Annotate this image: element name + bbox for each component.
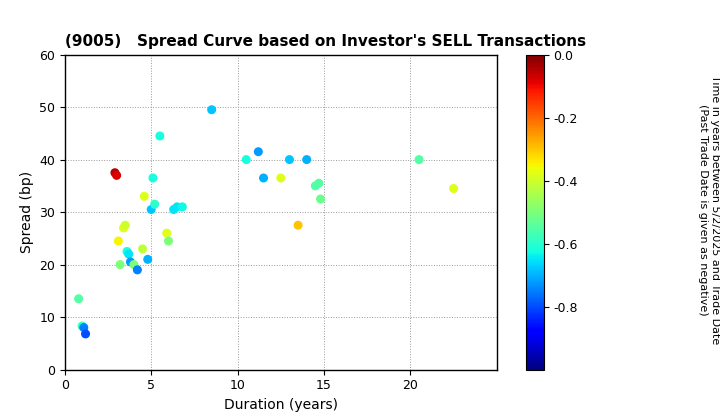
Point — [78, 324, 89, 331]
Point — [275, 175, 287, 181]
Point — [149, 201, 161, 207]
Point — [80, 331, 91, 337]
Point — [310, 182, 321, 189]
Point — [161, 230, 173, 236]
Point — [253, 148, 264, 155]
Point — [240, 156, 252, 163]
Point — [171, 203, 183, 210]
Point — [448, 185, 459, 192]
Point — [168, 206, 179, 213]
X-axis label: Duration (years): Duration (years) — [224, 398, 338, 412]
Point — [147, 175, 158, 181]
Point — [111, 172, 122, 179]
Text: Time in years between 5/2/2025 and Trade Date
(Past Trade Date is given as negat: Time in years between 5/2/2025 and Trade… — [698, 75, 720, 345]
Y-axis label: Spread (bp): Spread (bp) — [19, 171, 34, 253]
Point — [76, 323, 88, 329]
Point — [206, 106, 217, 113]
Point — [128, 261, 140, 268]
Point — [125, 259, 136, 265]
Text: (9005)   Spread Curve based on Investor's SELL Transactions: (9005) Spread Curve based on Investor's … — [65, 34, 586, 49]
Point — [258, 175, 269, 181]
Point — [145, 206, 157, 213]
Point — [284, 156, 295, 163]
Point — [109, 169, 121, 176]
Point — [138, 193, 150, 199]
Point — [114, 261, 126, 268]
Point — [413, 156, 425, 163]
Point — [142, 256, 153, 263]
Point — [315, 196, 326, 202]
Point — [120, 222, 131, 228]
Point — [163, 238, 174, 244]
Point — [292, 222, 304, 228]
Point — [132, 266, 143, 273]
Point — [118, 224, 130, 231]
Point — [123, 251, 135, 257]
Point — [176, 203, 188, 210]
Point — [301, 156, 312, 163]
Point — [137, 245, 148, 252]
Point — [313, 180, 325, 186]
Point — [112, 238, 124, 244]
Point — [121, 248, 132, 255]
Point — [73, 295, 84, 302]
Point — [154, 133, 166, 139]
